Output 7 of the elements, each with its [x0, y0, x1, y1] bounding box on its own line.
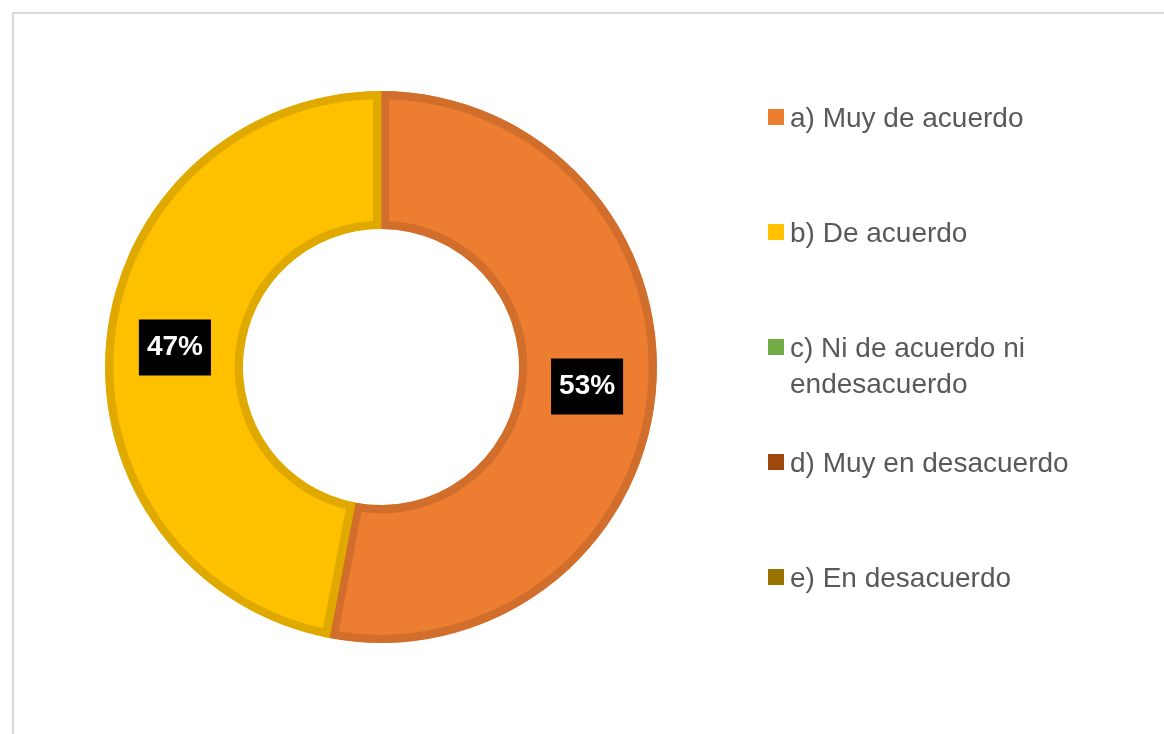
data-label: 47%: [146, 330, 204, 362]
data-label: 53%: [559, 369, 616, 401]
legend-label: c) Ni de acuerdo ni endesacuerdo: [790, 331, 1026, 401]
legend-label: e) En desacuerdo: [790, 561, 1013, 595]
legend-label: b) De acuerdo: [790, 216, 969, 250]
legend-label: a) Muy de acuerdo: [790, 101, 1025, 135]
legend-label: d) Muy en desacuerdo: [790, 446, 1070, 480]
